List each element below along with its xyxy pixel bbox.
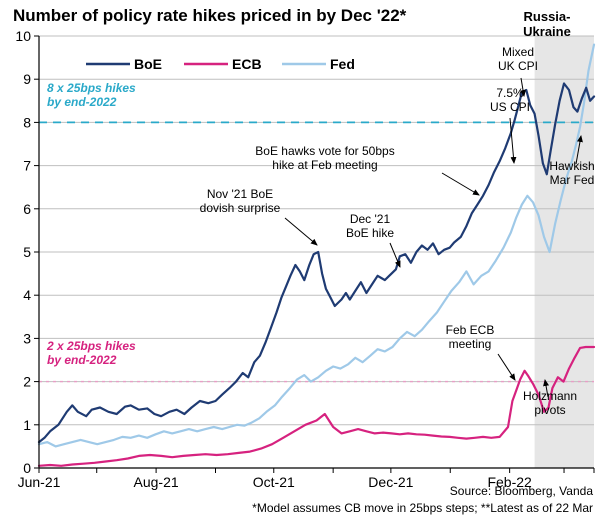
annotation-text: HawkishMar Fed — [549, 159, 594, 187]
legend-label: BoE — [134, 56, 162, 72]
x-tick-label: Aug-21 — [134, 474, 179, 490]
x-tick-label: Dec-21 — [368, 474, 413, 490]
annotation-text: Nov '21 BoEdovish surprise — [200, 187, 281, 215]
y-tick-label: 1 — [23, 417, 31, 433]
chart-container: 0123456789108 x 25bps hikesby end-20222 … — [0, 0, 613, 522]
y-tick-label: 6 — [23, 201, 31, 217]
chart-title: Number of policy rate hikes priced in by… — [13, 6, 407, 25]
annotation-text: BoE hawks vote for 50bpshike at Feb meet… — [255, 144, 394, 172]
y-tick-label: 9 — [23, 71, 31, 87]
shaded-region-title: Russia-Ukraine — [523, 9, 571, 39]
x-tick-label: Jun-21 — [18, 474, 61, 490]
footnote-text: *Model assumes CB move in 25bps steps; *… — [252, 501, 593, 515]
source-text: Source: Bloomberg, Vanda — [450, 484, 594, 498]
chart-svg: 0123456789108 x 25bps hikesby end-20222 … — [0, 0, 613, 522]
annotation-text: Feb ECBmeeting — [446, 323, 495, 351]
y-tick-label: 10 — [15, 28, 31, 44]
y-tick-label: 3 — [23, 330, 31, 346]
y-tick-label: 8 — [23, 114, 31, 130]
y-tick-label: 4 — [23, 287, 31, 303]
legend-label: ECB — [232, 56, 262, 72]
y-tick-label: 2 — [23, 374, 31, 390]
annotation-text: Dec '21BoE hike — [346, 212, 394, 240]
y-tick-label: 7 — [23, 158, 31, 174]
x-tick-label: Oct-21 — [253, 474, 295, 490]
annotation-text: MixedUK CPI — [498, 45, 538, 73]
y-tick-label: 5 — [23, 244, 31, 260]
legend-label: Fed — [330, 56, 355, 72]
